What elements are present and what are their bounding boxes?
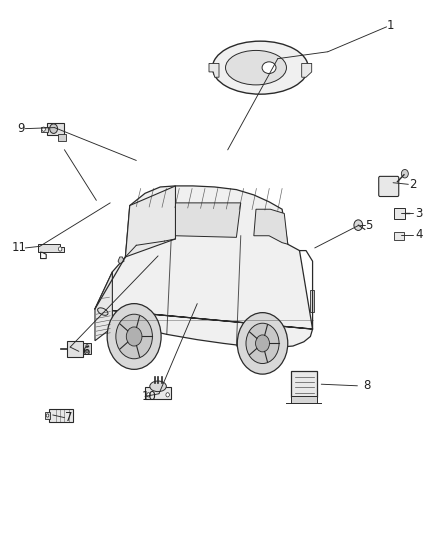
Bar (291, 397, 317, 403)
Bar (394, 231, 404, 240)
Text: 2: 2 (409, 178, 417, 191)
Bar (67, 341, 83, 357)
Ellipse shape (212, 41, 308, 94)
Text: 10: 10 (142, 390, 157, 403)
Bar (47, 123, 64, 135)
Circle shape (58, 247, 62, 251)
Polygon shape (302, 63, 312, 77)
Bar (310, 290, 314, 312)
Polygon shape (176, 203, 241, 237)
Bar (394, 208, 405, 219)
Bar (291, 371, 317, 398)
Text: 5: 5 (365, 219, 373, 232)
Circle shape (86, 344, 88, 348)
Circle shape (126, 327, 142, 346)
Ellipse shape (150, 381, 166, 392)
Circle shape (246, 323, 279, 364)
Bar (83, 343, 91, 354)
Polygon shape (254, 209, 288, 244)
Text: 7: 7 (65, 411, 73, 424)
Circle shape (237, 313, 288, 374)
Ellipse shape (262, 62, 276, 74)
Polygon shape (95, 272, 113, 341)
Text: 11: 11 (11, 241, 26, 254)
Bar (145, 387, 171, 399)
Polygon shape (125, 186, 176, 257)
Bar (58, 134, 66, 141)
Circle shape (255, 335, 269, 352)
Circle shape (401, 169, 408, 178)
Text: 1: 1 (387, 19, 395, 32)
Ellipse shape (226, 51, 286, 85)
Polygon shape (95, 186, 313, 347)
Polygon shape (39, 244, 64, 252)
Bar (49, 409, 73, 422)
Bar (41, 126, 47, 132)
Text: 6: 6 (82, 345, 90, 358)
Polygon shape (209, 63, 219, 77)
Bar (45, 413, 50, 419)
Circle shape (166, 393, 170, 397)
Circle shape (86, 350, 88, 353)
FancyBboxPatch shape (379, 176, 399, 197)
Circle shape (116, 314, 152, 359)
Circle shape (49, 124, 57, 133)
Circle shape (42, 127, 46, 131)
Ellipse shape (98, 308, 108, 316)
Text: 3: 3 (416, 207, 423, 220)
Circle shape (107, 304, 161, 369)
Text: 8: 8 (363, 379, 371, 392)
Text: 9: 9 (17, 122, 25, 135)
Circle shape (46, 414, 49, 417)
Circle shape (147, 393, 150, 397)
Circle shape (354, 220, 363, 230)
Polygon shape (118, 257, 124, 264)
Text: 4: 4 (416, 228, 423, 241)
